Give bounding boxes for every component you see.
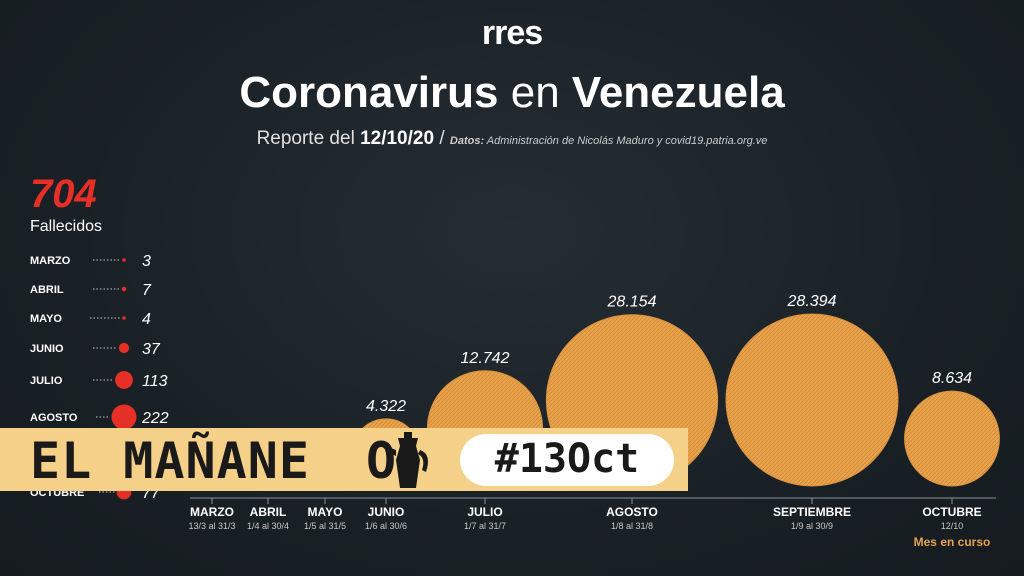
x-tick-range: 1/9 al 30/9	[791, 521, 833, 531]
banner-title: EL MAÑANE O	[30, 432, 397, 490]
banner-title-start: EL MAÑANE	[30, 432, 310, 490]
banner-hashtag: #13Oct	[494, 436, 640, 482]
title-part-3: Venezuela	[571, 68, 785, 117]
coffee-pot-icon	[386, 432, 428, 488]
case-value-label: 28.154	[607, 294, 657, 311]
report-subtitle: Reporte del 12/10/20 / Datos: Administra…	[0, 128, 1024, 150]
death-dot	[115, 371, 133, 389]
title-part-2: en	[510, 68, 560, 117]
x-tick-label: AGOSTO	[606, 505, 658, 519]
x-tick-label: SEPTIEMBRE	[773, 505, 851, 519]
source-text: Administración de Nicolás Maduro y covid…	[486, 135, 768, 147]
case-value-label: 12.742	[461, 350, 510, 367]
case-bubble	[725, 313, 899, 487]
x-tick-range: 1/8 al 31/8	[611, 521, 653, 531]
rres-logo: rres	[481, 14, 543, 52]
death-value: 7	[142, 282, 152, 299]
deaths-label: Fallecidos	[30, 218, 103, 235]
cases-bubbles: MARZO 13/3 al 31/3 ABRIL 1/4 al 30/4 MAYO 1/5…	[188, 293, 1000, 549]
death-value: 4	[142, 311, 151, 328]
report-label: Reporte del	[256, 128, 355, 149]
death-dot	[111, 404, 137, 430]
x-tick-range: 12/10	[941, 521, 964, 531]
x-tick-label: MARZO	[190, 505, 234, 519]
x-tick-label: JUNIO	[368, 505, 405, 519]
death-month-label: ABRIL	[30, 284, 64, 296]
death-dot	[122, 258, 126, 262]
report-date: 12/10/20	[360, 128, 435, 149]
death-dot	[118, 342, 130, 354]
case-value-label: 4.322	[366, 398, 406, 415]
deaths-total: 704	[30, 172, 97, 216]
x-tick-label: MAYO	[308, 505, 343, 519]
deaths-dot-list: MARZO 3 ABRIL 7 MAYO 4 JUNIO 37 JULIO 113 AGOSTO 22…	[30, 253, 169, 502]
death-value: 222	[141, 410, 169, 427]
source-label: Datos:	[449, 135, 485, 147]
x-tick-range: 1/6 al 30/6	[365, 521, 407, 531]
subtitle-separator: /	[439, 128, 445, 149]
title-part-1: Coronavirus	[239, 68, 499, 117]
x-tick-range: 1/7 al 31/7	[464, 521, 506, 531]
case-value-label: 8.634	[932, 370, 972, 387]
death-dot	[122, 316, 126, 320]
x-tick-label: OCTUBRE	[922, 505, 981, 519]
case-value-label: 28.394	[787, 293, 837, 310]
data-source: Datos: Administración de Nicolás Maduro …	[450, 135, 768, 147]
banner-title-end: O	[365, 432, 398, 490]
death-value: 3	[142, 253, 151, 270]
death-month-label: MARZO	[30, 255, 71, 267]
death-month-label: JULIO	[30, 375, 63, 387]
current-month-note: Mes en curso	[914, 535, 991, 549]
death-month-label: JUNIO	[30, 343, 64, 355]
death-value: 37	[142, 341, 161, 358]
page-title: Coronavirus en Venezuela	[0, 68, 1024, 118]
death-value: 113	[142, 373, 168, 390]
death-month-label: MAYO	[30, 313, 62, 325]
x-tick-label: ABRIL	[250, 505, 287, 519]
death-dot	[121, 286, 127, 292]
x-tick-range: 1/4 al 30/4	[247, 521, 289, 531]
case-bubble	[904, 390, 1000, 487]
death-month-label: AGOSTO	[30, 412, 78, 424]
banner-tag-pill	[460, 434, 674, 486]
x-tick-label: JULIO	[467, 505, 502, 519]
x-tick-range: 13/3 al 31/3	[188, 521, 235, 531]
x-tick-range: 1/5 al 31/5	[304, 521, 346, 531]
